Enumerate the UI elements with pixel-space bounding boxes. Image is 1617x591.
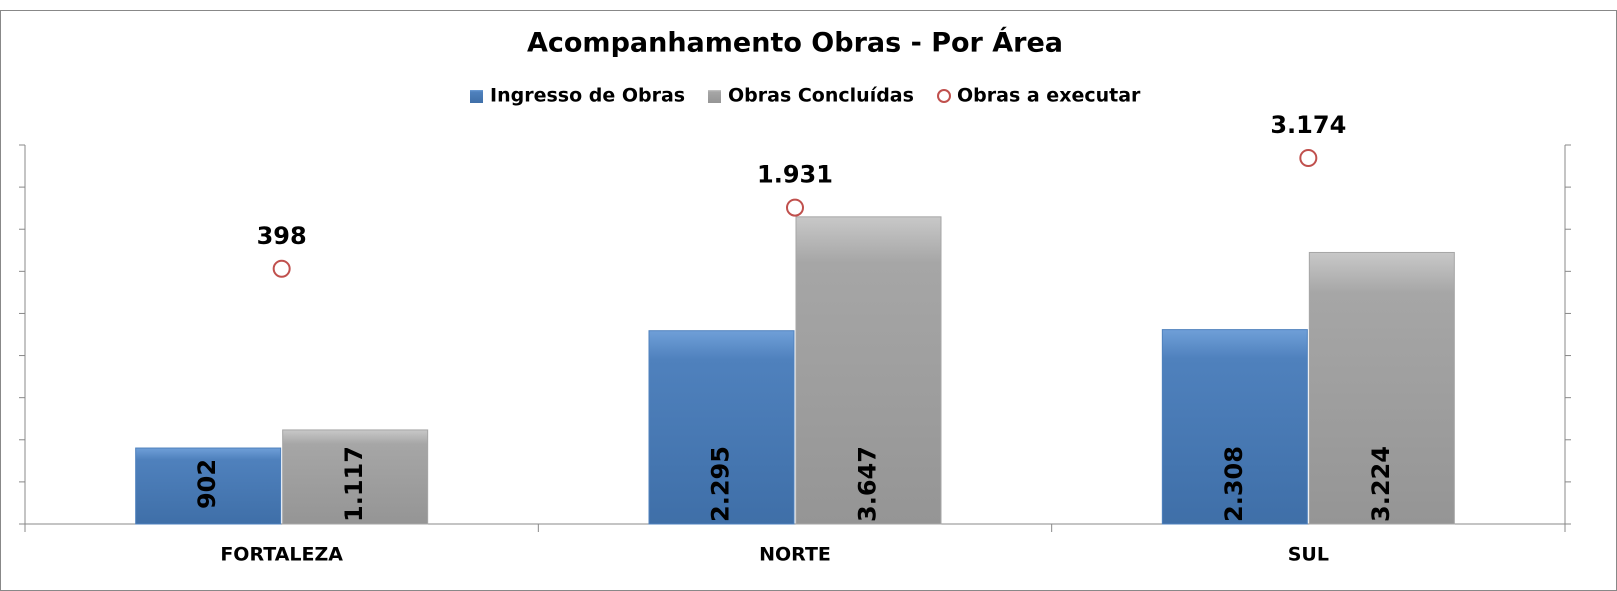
data-label: 2.295	[707, 446, 735, 522]
data-label: 1.931	[757, 161, 833, 189]
x-tick-label: FORTALEZA	[220, 544, 343, 566]
legend-swatch	[470, 90, 483, 103]
chart-title: Acompanhamento Obras - Por Área	[527, 27, 1063, 59]
x-tick-label: NORTE	[759, 544, 831, 566]
data-label: 3.174	[1270, 111, 1346, 139]
legend-label: Ingresso de Obras	[490, 85, 685, 107]
legend-swatch	[708, 90, 721, 103]
data-label: 902	[193, 459, 221, 509]
bar	[135, 447, 282, 525]
legend-marker	[937, 89, 951, 103]
bar	[1308, 251, 1455, 525]
data-label: 2.308	[1220, 446, 1248, 522]
bar	[1161, 329, 1308, 525]
bar	[648, 330, 795, 525]
marker	[272, 259, 291, 278]
legend-label: Obras Concluídas	[728, 85, 914, 107]
marker	[1299, 149, 1318, 168]
x-tick-label: SUL	[1288, 544, 1329, 566]
data-label: 3.224	[1367, 446, 1395, 522]
legend-label: Obras a executar	[957, 85, 1141, 107]
bar	[795, 216, 942, 525]
data-label: 1.117	[340, 446, 368, 522]
bar	[282, 429, 429, 525]
marker	[786, 198, 804, 217]
data-label: 3.647	[854, 446, 882, 522]
data-label: 398	[257, 222, 307, 250]
